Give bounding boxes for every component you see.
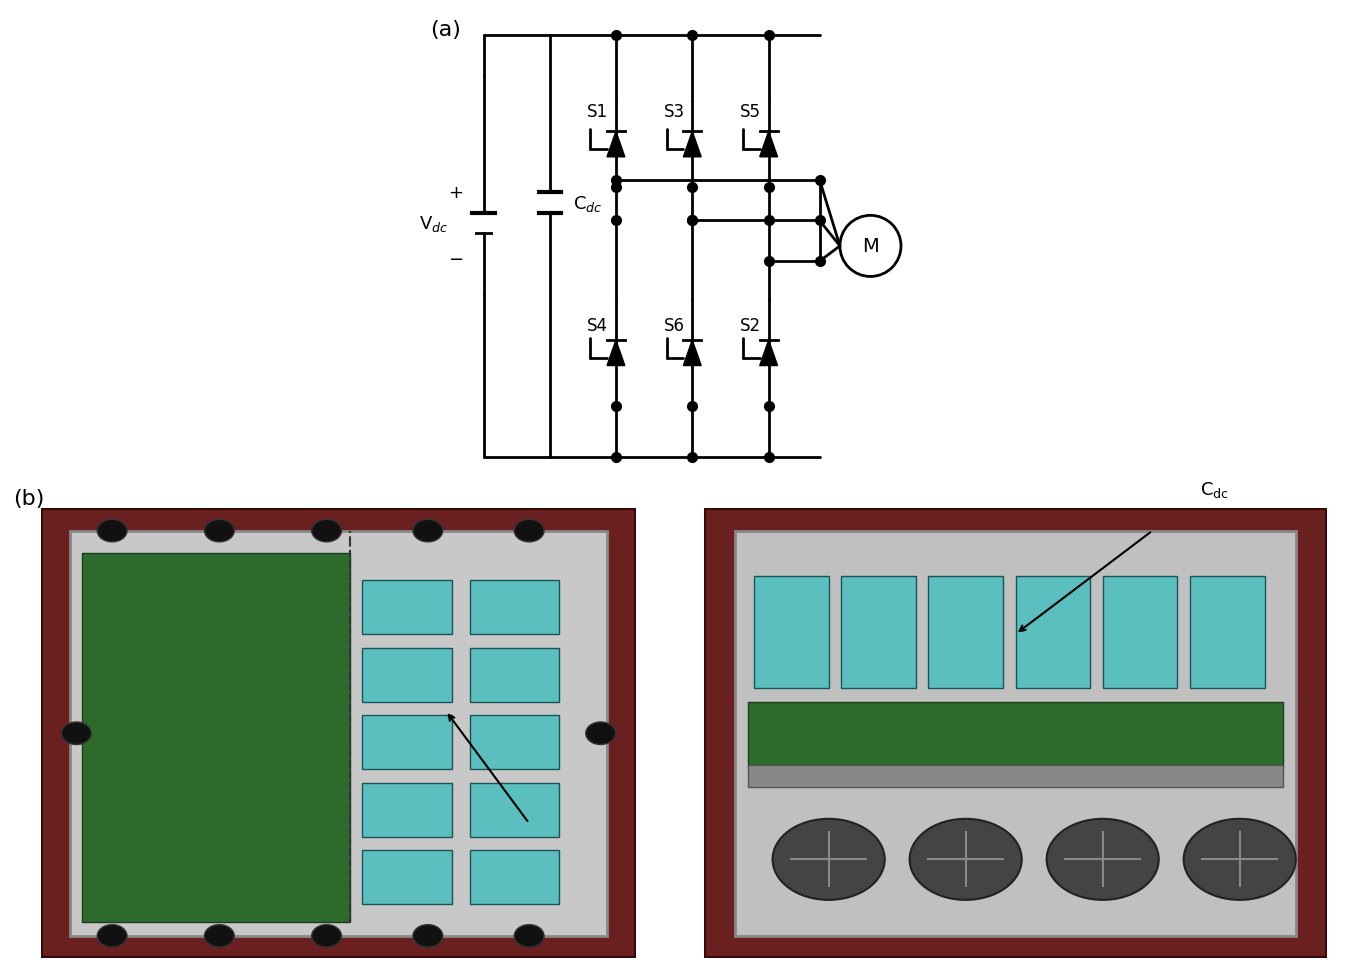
FancyBboxPatch shape [41,509,636,958]
Text: V$_{dc}$: V$_{dc}$ [418,214,448,234]
FancyBboxPatch shape [747,702,1284,770]
Polygon shape [684,132,701,157]
Circle shape [773,819,884,900]
Circle shape [586,722,616,745]
Polygon shape [607,340,624,366]
Text: S5: S5 [741,103,761,121]
Circle shape [413,925,443,947]
FancyBboxPatch shape [363,783,452,837]
FancyBboxPatch shape [70,531,607,936]
Circle shape [61,722,91,745]
Circle shape [1047,819,1159,900]
Polygon shape [760,340,777,366]
Text: S1: S1 [588,103,608,121]
FancyBboxPatch shape [704,509,1327,958]
Circle shape [910,819,1022,900]
Circle shape [1183,819,1296,900]
Text: (a): (a) [431,21,460,40]
FancyBboxPatch shape [83,554,351,922]
Circle shape [311,520,341,542]
Polygon shape [684,340,701,366]
FancyBboxPatch shape [929,576,1003,689]
Circle shape [204,925,234,947]
FancyBboxPatch shape [747,765,1284,787]
FancyBboxPatch shape [1016,576,1090,689]
Text: C$_{dc}$: C$_{dc}$ [573,194,603,213]
Circle shape [311,925,341,947]
FancyBboxPatch shape [363,851,452,905]
Circle shape [413,520,443,542]
Polygon shape [607,132,624,157]
FancyBboxPatch shape [470,783,559,837]
Text: C$_{\rm dc}$: C$_{\rm dc}$ [1201,479,1229,500]
Text: +: + [448,184,463,202]
Circle shape [97,925,127,947]
Text: S2: S2 [739,317,761,334]
FancyBboxPatch shape [470,648,559,702]
Text: M: M [862,237,879,256]
FancyBboxPatch shape [841,576,915,689]
FancyBboxPatch shape [1190,576,1265,689]
Circle shape [515,925,544,947]
FancyBboxPatch shape [363,581,452,635]
Circle shape [97,520,127,542]
Circle shape [515,520,544,542]
FancyBboxPatch shape [363,648,452,702]
FancyBboxPatch shape [754,576,829,689]
Circle shape [204,520,234,542]
FancyBboxPatch shape [470,716,559,770]
FancyBboxPatch shape [363,716,452,770]
Text: S6: S6 [663,317,685,334]
Text: S4: S4 [588,317,608,334]
Text: S3: S3 [663,103,685,121]
FancyBboxPatch shape [470,851,559,905]
FancyBboxPatch shape [470,581,559,635]
FancyBboxPatch shape [1102,576,1178,689]
Text: −: − [448,250,463,268]
FancyBboxPatch shape [735,531,1296,936]
Text: (b): (b) [14,489,45,509]
Polygon shape [760,132,777,157]
